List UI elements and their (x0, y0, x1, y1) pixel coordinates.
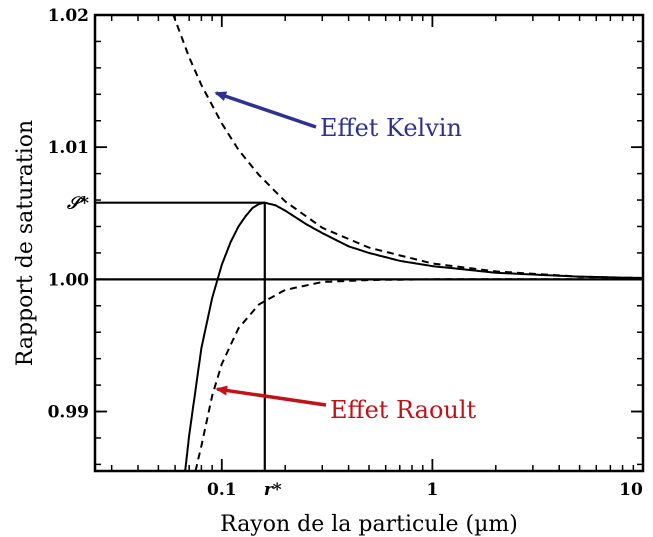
critical-s-label: 𝒮* (66, 194, 89, 214)
series-line-3 (184, 201, 644, 472)
raoult-arrow (215, 385, 327, 407)
plot-frame (93, 13, 645, 473)
annotations: Effet Kelvin Effet Raoult (214, 91, 477, 424)
series-line-1 (172, 14, 644, 279)
critical-point-lines (95, 201, 643, 471)
axis-ticks: 0.1 1 10 0.99 1.00 1.01 1.02 r* 𝒮* (48, 6, 644, 500)
y-tick-label: 1.00 (48, 270, 90, 290)
y-tick-label: 0.99 (48, 403, 89, 423)
raoult-label: Effet Raoult (330, 396, 477, 424)
y-axis-title: Rapport de saturation (13, 120, 38, 366)
x-tick-label: 10 (619, 480, 643, 500)
y-tick-label: 1.01 (48, 138, 89, 158)
x-tick-label: 0.1 (207, 480, 237, 500)
x-tick-label: 1 (426, 480, 438, 500)
kelvin-arrow (214, 91, 317, 129)
kelvin-label: Effet Kelvin (320, 114, 462, 142)
x-axis-title: Rayon de la particule (µm) (220, 512, 518, 537)
series-line-2 (194, 278, 643, 472)
critical-r-label: r* (264, 480, 282, 500)
y-tick-label: 1.02 (48, 6, 89, 26)
